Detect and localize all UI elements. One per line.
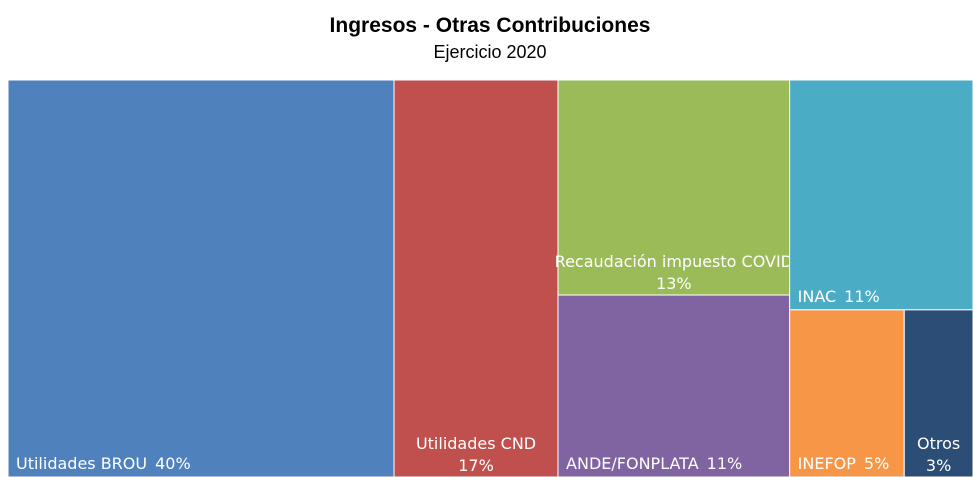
- chart-title: Ingresos - Otras Contribuciones: [330, 14, 651, 37]
- cell-name: ANDE/FONPLATA: [566, 454, 699, 473]
- cell-value: 5%: [864, 454, 889, 473]
- cell-name: Recaudación impuesto COVID: [555, 252, 793, 271]
- cell-value: 3%: [926, 456, 951, 475]
- cell-value: 11%: [707, 454, 743, 473]
- cell-label: INAC 11%: [798, 287, 880, 306]
- cell-name: Otros: [917, 434, 960, 453]
- cell-name: Utilidades CND: [416, 434, 536, 453]
- cell-value: 11%: [844, 287, 880, 306]
- treemap-cell: [557, 79, 791, 296]
- cell-name: Utilidades BROU: [16, 454, 147, 473]
- treemap-cell: [789, 79, 973, 311]
- cell-label: Utilidades BROU 40%: [16, 454, 191, 473]
- cell-label: Utilidades CND 17%: [416, 434, 536, 475]
- treemap-cell: [7, 79, 395, 477]
- treemap-cell: [557, 294, 791, 477]
- treemap-cell: [903, 309, 973, 477]
- chart-subtitle: Ejercicio 2020: [433, 42, 546, 62]
- cell-label: INEFOP 5%: [798, 454, 890, 473]
- treemap-cell: [393, 79, 559, 477]
- cell-label: Recaudación impuesto COVID 13%: [555, 252, 793, 293]
- cell-name: INAC: [798, 287, 837, 306]
- treemap-cell: [789, 309, 905, 477]
- cell-label: Otros 3%: [917, 434, 960, 475]
- cell-value: 13%: [656, 274, 692, 293]
- cell-value: 40%: [155, 454, 191, 473]
- cell-value: 17%: [458, 456, 494, 475]
- cell-label: ANDE/FONPLATA 11%: [566, 454, 742, 473]
- cell-name: INEFOP: [798, 454, 857, 473]
